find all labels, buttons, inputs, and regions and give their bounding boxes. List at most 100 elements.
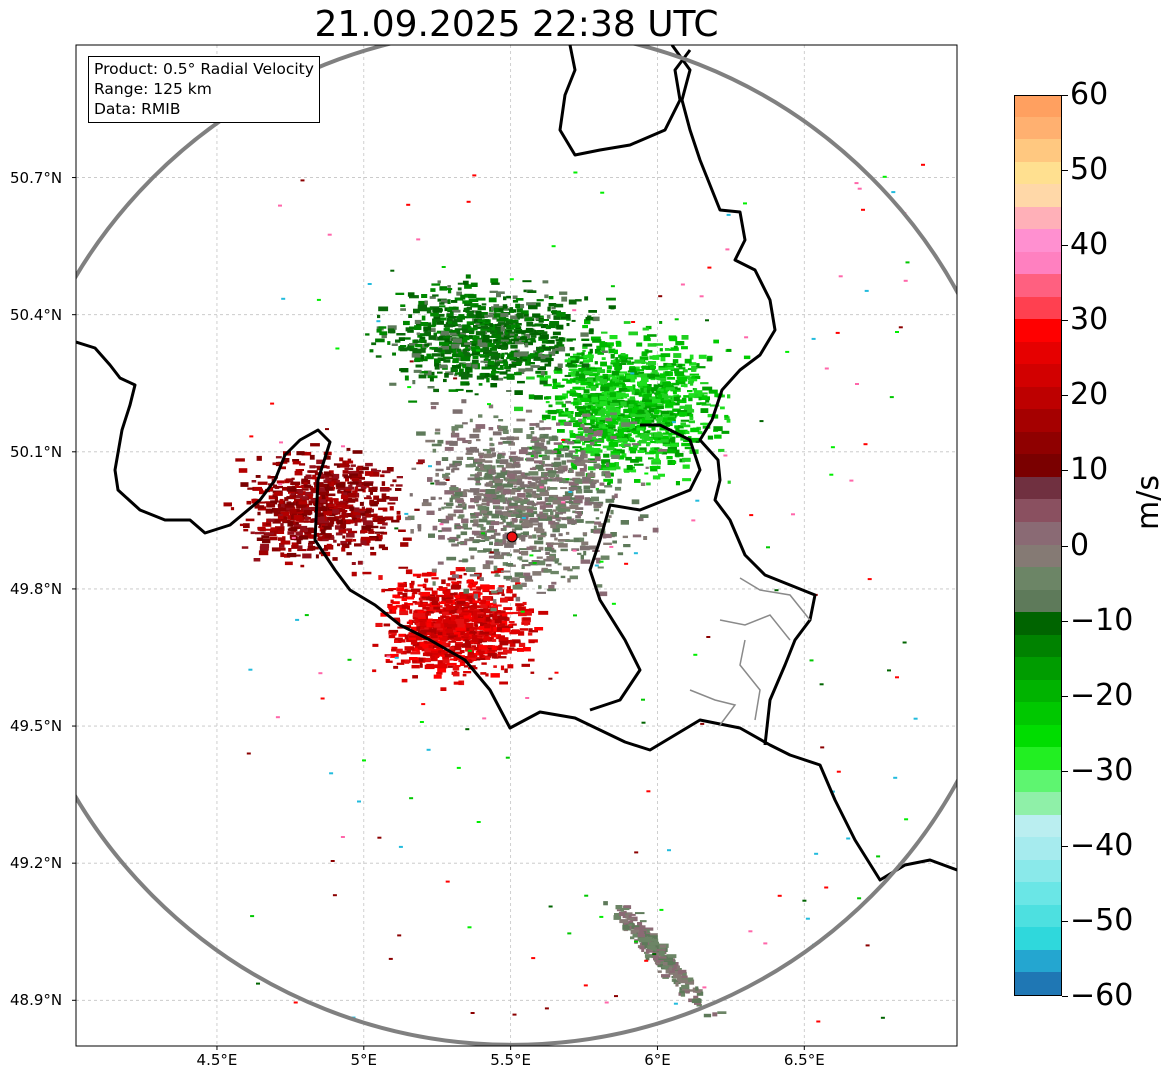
colorbar-band [1015, 679, 1061, 703]
velocity-echo [553, 303, 564, 308]
velocity-echo [682, 369, 688, 373]
velocity-echo [360, 536, 371, 541]
colorbar-band [1015, 656, 1061, 680]
velocity-echo [588, 502, 599, 505]
velocity-echo [681, 984, 689, 989]
velocity-echo [598, 449, 602, 453]
velocity-echo [477, 618, 484, 623]
velocity-echo [458, 514, 465, 518]
velocity-echo [724, 414, 729, 418]
velocity-echo [522, 564, 531, 567]
velocity-echo [475, 482, 482, 486]
velocity-echo [534, 627, 544, 631]
velocity-echo [267, 475, 271, 479]
velocity-echo [528, 394, 535, 400]
velocity-echo [479, 577, 484, 581]
velocity-echo [291, 542, 299, 547]
velocity-echo [397, 637, 403, 642]
velocity-echo [549, 494, 559, 499]
velocity-echo [802, 899, 807, 902]
velocity-echo [338, 528, 347, 534]
velocity-echo [569, 430, 574, 434]
velocity-echo [572, 422, 582, 428]
velocity-echo [496, 342, 500, 347]
velocity-echo [635, 912, 645, 915]
velocity-echo [518, 611, 527, 617]
velocity-echo [577, 431, 585, 434]
velocity-echo [436, 637, 443, 640]
velocity-echo [502, 535, 510, 540]
velocity-echo [494, 482, 503, 487]
velocity-echo [561, 478, 570, 481]
velocity-echo [282, 486, 288, 491]
velocity-echo [424, 300, 428, 306]
velocity-echo [521, 564, 525, 569]
velocity-echo [568, 467, 573, 473]
velocity-echo [428, 465, 432, 468]
velocity-echo [479, 656, 486, 660]
velocity-echo [668, 966, 673, 971]
velocity-echo [515, 326, 521, 331]
velocity-echo [379, 526, 386, 529]
velocity-echo [488, 630, 493, 635]
velocity-echo [687, 390, 693, 393]
velocity-echo [491, 645, 497, 651]
velocity-echo [381, 333, 387, 339]
velocity-echo [500, 339, 509, 342]
velocity-echo [398, 337, 405, 341]
velocity-echo [656, 947, 666, 952]
velocity-echo [360, 510, 369, 516]
velocity-echo [632, 534, 642, 538]
velocity-echo [554, 560, 559, 564]
velocity-echo [534, 442, 545, 447]
velocity-echo [608, 515, 612, 518]
velocity-echo [449, 487, 459, 491]
velocity-echo [640, 373, 648, 378]
velocity-echo [371, 342, 377, 346]
velocity-echo [554, 382, 561, 386]
velocity-echo [449, 332, 458, 336]
velocity-echo [427, 609, 436, 613]
velocity-echo [882, 175, 887, 178]
velocity-echo [705, 399, 710, 403]
velocity-echo [451, 574, 459, 579]
velocity-echo [501, 467, 506, 472]
velocity-echo [445, 615, 450, 621]
velocity-echo [457, 541, 464, 545]
velocity-echo [243, 523, 250, 529]
velocity-echo [369, 349, 374, 353]
velocity-echo [643, 536, 648, 540]
velocity-echo [556, 523, 566, 529]
velocity-echo [286, 552, 297, 558]
velocity-echo [381, 488, 392, 491]
velocity-echo [675, 981, 679, 987]
velocity-echo [369, 528, 374, 532]
velocity-echo [352, 515, 357, 521]
velocity-echo [606, 374, 616, 378]
velocity-echo [601, 331, 608, 334]
velocity-echo [515, 303, 520, 309]
velocity-echo [572, 566, 580, 570]
velocity-echo [508, 621, 515, 624]
velocity-echo [542, 427, 552, 430]
velocity-echo [267, 518, 275, 522]
velocity-echo [382, 522, 388, 526]
velocity-echo [410, 588, 421, 592]
velocity-echo [565, 501, 574, 504]
velocity-echo [404, 588, 408, 593]
velocity-echo [516, 312, 524, 318]
velocity-echo [466, 306, 472, 310]
velocity-echo [677, 376, 688, 382]
velocity-echo [308, 470, 318, 473]
velocity-echo [521, 484, 530, 488]
velocity-echo [328, 470, 334, 474]
velocity-echo [641, 351, 646, 354]
velocity-echo [411, 664, 420, 669]
velocity-echo [572, 353, 580, 356]
velocity-echo [612, 417, 621, 421]
velocity-echo [585, 378, 594, 382]
velocity-echo [530, 671, 535, 674]
velocity-echo [370, 546, 375, 550]
velocity-echo [540, 358, 549, 363]
velocity-echo [654, 432, 663, 438]
